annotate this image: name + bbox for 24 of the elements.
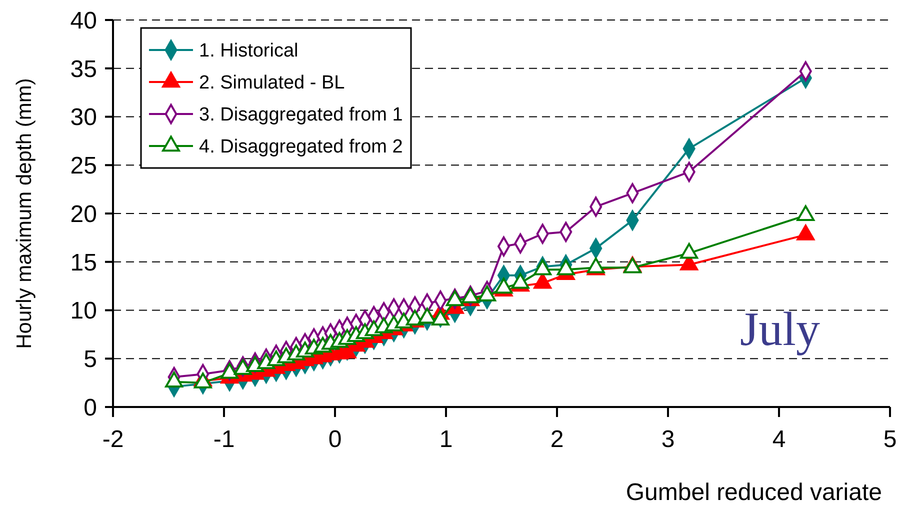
y-tick-label: 40: [70, 7, 97, 34]
y-tick-label: 25: [70, 152, 97, 180]
x-tick-label: 3: [661, 426, 675, 453]
y-tick-label: 30: [70, 104, 97, 132]
x-tick-label: 1: [439, 426, 453, 453]
y-tick-label: 15: [70, 249, 97, 276]
x-tick-label: 2: [550, 426, 564, 453]
legend-label: 1. Historical: [199, 40, 298, 62]
y-tick-label: 0: [84, 394, 97, 422]
y-axis-title: Hourly maximum depth (mm): [13, 78, 36, 349]
x-tick-label: 0: [328, 426, 342, 453]
x-tick-label: -2: [102, 426, 124, 453]
y-tick-label: 35: [70, 56, 97, 83]
x-tick-label: 4: [772, 426, 786, 453]
y-tick-label: 20: [70, 200, 97, 228]
x-tick-label: -1: [213, 426, 235, 453]
legend-label: 3. Disaggregated from 1: [199, 104, 403, 126]
legend-label: 4. Disaggregated from 2: [199, 136, 403, 158]
legend-label: 2. Simulated - BL: [199, 72, 345, 94]
x-tick-label: 5: [883, 426, 897, 453]
x-axis-title: Gumbel reduced variate: [626, 479, 882, 506]
annotation: July: [740, 303, 820, 356]
y-tick-label: 5: [84, 346, 97, 374]
y-tick-label: 10: [70, 298, 97, 325]
